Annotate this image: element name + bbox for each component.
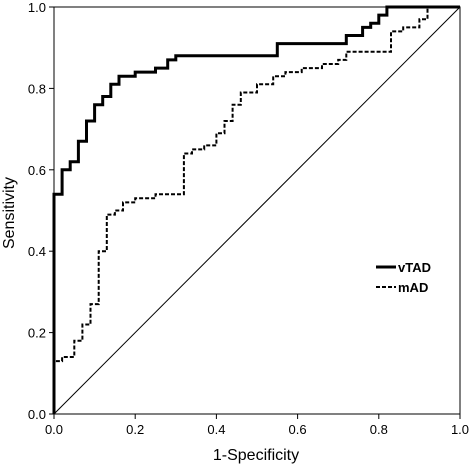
legend-label-vtad: vTAD — [398, 260, 431, 275]
x-axis-title: 1-Specificity — [213, 447, 299, 464]
x-tick-label: 0.0 — [45, 422, 63, 437]
plot-area: 0.0 0.2 0.4 0.6 0.8 1.0 0.0 0.2 0.4 0.6 0.8 1.0 — [28, 0, 469, 437]
x-tick-label: 1.0 — [451, 422, 469, 437]
x-tick-label: 0.6 — [289, 422, 307, 437]
legend-label-mad: mAD — [398, 280, 428, 295]
reference-diagonal-line — [53, 6, 461, 415]
legend: vTAD mAD — [376, 260, 431, 295]
x-tick-label: 0.2 — [126, 422, 144, 437]
y-tick-label: 0.2 — [28, 326, 46, 341]
series-line-vtad — [52, 5, 460, 414]
x-tick-label: 0.4 — [207, 422, 225, 437]
x-tick-label: 0.8 — [370, 422, 388, 437]
y-tick-label: 0.6 — [28, 163, 46, 178]
y-axis-title: Sensitivity — [1, 177, 18, 249]
y-tick-label: 0.8 — [28, 81, 46, 96]
y-tick-label: 0.0 — [28, 407, 46, 422]
y-tick-label: 0.4 — [28, 244, 46, 259]
y-tick-label: 1.0 — [28, 0, 46, 15]
series-line-mad — [53, 7, 429, 366]
